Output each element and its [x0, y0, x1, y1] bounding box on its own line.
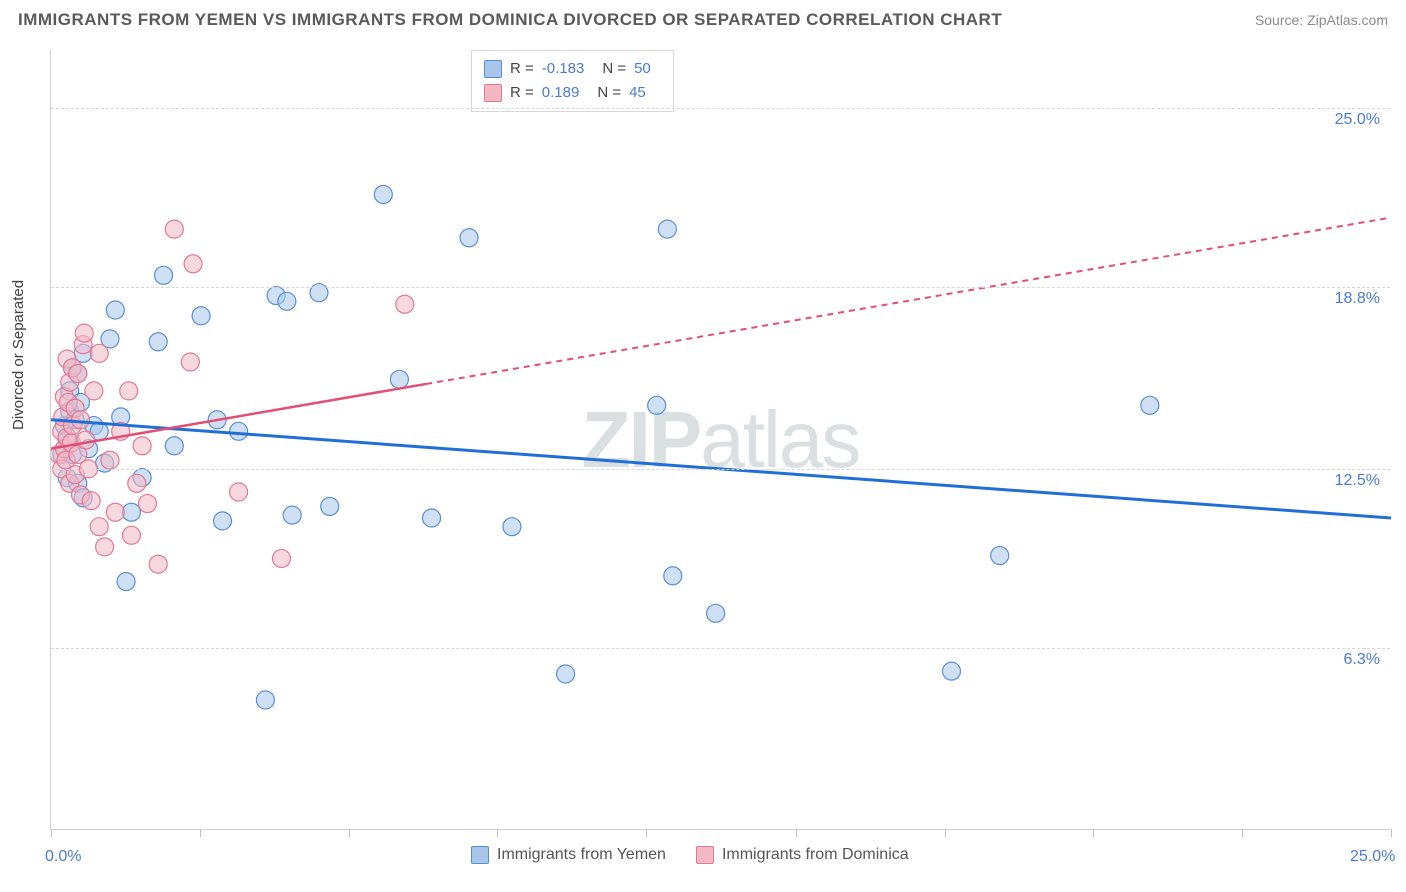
gridline-h — [51, 287, 1390, 288]
swatch-dominica-bottom — [696, 846, 714, 864]
legend-row-dominica: R = 0.189 N = 45 — [484, 81, 661, 105]
x-tick — [646, 829, 647, 837]
y-tick-label: 6.3% — [1344, 651, 1380, 669]
x-tick — [497, 829, 498, 837]
chart-source: Source: ZipAtlas.com — [1255, 12, 1388, 28]
legend-item-yemen: Immigrants from Yemen — [471, 846, 666, 864]
x-tick — [1391, 829, 1392, 837]
swatch-yemen-bottom — [471, 846, 489, 864]
x-tick — [1093, 829, 1094, 837]
chart-title: IMMIGRANTS FROM YEMEN VS IMMIGRANTS FROM… — [18, 10, 1002, 30]
watermark: ZIPatlas — [582, 394, 859, 486]
chart-plot-area: ZIPatlas R = -0.183 N = 50 R = 0.189 N =… — [50, 50, 1390, 830]
x-tick-label-min: 0.0% — [45, 848, 81, 866]
y-tick-label: 25.0% — [1335, 111, 1380, 129]
y-tick-label: 12.5% — [1335, 472, 1380, 490]
legend-row-yemen: R = -0.183 N = 50 — [484, 57, 661, 81]
y-tick-label: 18.8% — [1335, 290, 1380, 308]
x-tick — [945, 829, 946, 837]
gridline-h — [51, 648, 1390, 649]
x-tick — [1242, 829, 1243, 837]
swatch-yemen — [484, 60, 502, 78]
scatter-svg — [51, 50, 1391, 830]
legend-item-dominica: Immigrants from Dominica — [696, 846, 909, 864]
gridline-h — [51, 108, 1390, 109]
correlation-legend: R = -0.183 N = 50 R = 0.189 N = 45 — [471, 50, 674, 112]
x-tick-label-max: 25.0% — [1350, 848, 1395, 866]
gridline-h — [51, 469, 1390, 470]
y-axis-label: Divorced or Separated — [10, 280, 27, 430]
x-tick — [200, 829, 201, 837]
x-tick — [796, 829, 797, 837]
chart-header: IMMIGRANTS FROM YEMEN VS IMMIGRANTS FROM… — [0, 0, 1406, 36]
x-tick — [51, 829, 52, 837]
x-tick — [349, 829, 350, 837]
swatch-dominica — [484, 84, 502, 102]
series-legend: Immigrants from Yemen Immigrants from Do… — [471, 846, 909, 864]
